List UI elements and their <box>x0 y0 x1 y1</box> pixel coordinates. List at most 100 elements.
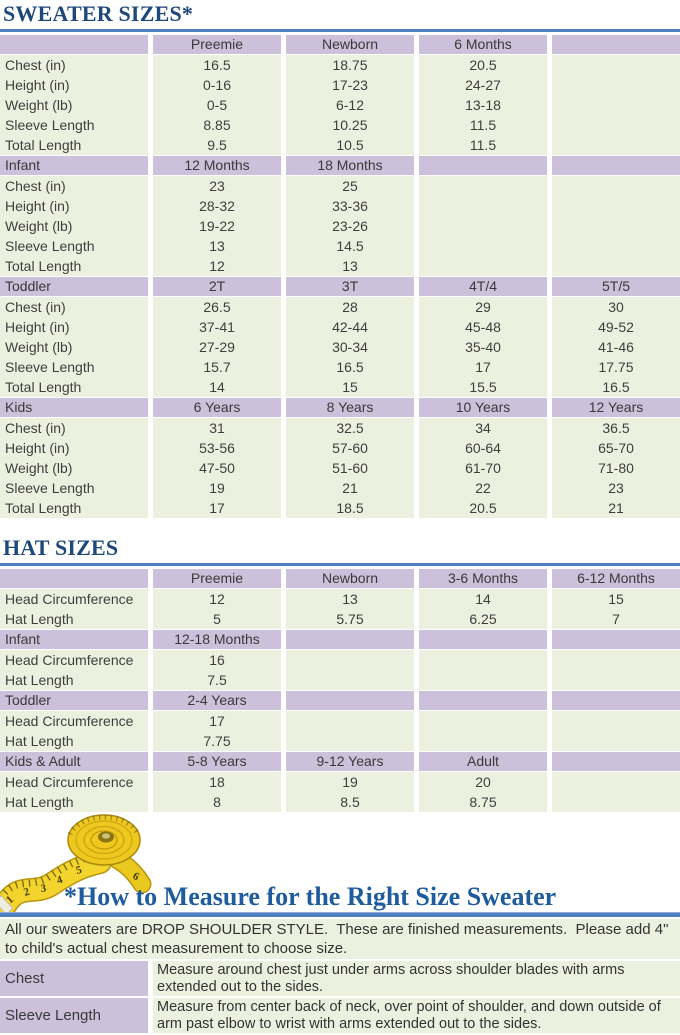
size-value-cell: 8.85 <box>153 115 281 135</box>
size-value-cell: 60-64 <box>419 438 547 458</box>
measurement-row: Head Circumference 12 13 14 15 <box>0 589 680 609</box>
size-value-cell: 14 <box>419 589 547 609</box>
size-value-cell <box>419 670 547 690</box>
size-value-cell <box>552 55 680 75</box>
section-header-row: Kids 6 Years 8 Years 10 Years 12 Years <box>0 398 680 417</box>
size-value-cell <box>286 731 414 751</box>
size-column-header-cell <box>419 691 547 710</box>
measure-intro-text: All our sweaters are DROP SHOULDER STYLE… <box>0 919 680 959</box>
size-column-header-cell: 3-6 Months <box>419 569 547 588</box>
row-label-cell: Sleeve Length <box>0 236 148 256</box>
size-column-header-cell: 9-12 Years <box>286 752 414 771</box>
size-value-cell: 10.25 <box>286 115 414 135</box>
size-value-cell: 21 <box>552 498 680 518</box>
row-label-cell: Chest (in) <box>0 418 148 438</box>
size-value-cell <box>552 196 680 216</box>
size-value-cell: 11.5 <box>419 115 547 135</box>
size-value-cell: 5 <box>153 609 281 629</box>
size-value-cell <box>286 650 414 670</box>
section-header-row: Preemie Newborn 6 Months <box>0 35 680 54</box>
size-value-cell <box>552 75 680 95</box>
size-value-cell: 12 <box>153 589 281 609</box>
size-value-cell: 16.5 <box>286 357 414 377</box>
row-label-cell: Head Circumference <box>0 711 148 731</box>
measurement-row: Head Circumference 18 19 20 <box>0 772 680 792</box>
size-value-cell: 15.7 <box>153 357 281 377</box>
measurement-row: Chest (in) 31 32.5 34 36.5 <box>0 418 680 438</box>
measurement-row: Sleeve Length 13 14.5 <box>0 236 680 256</box>
measurement-row: Height (in) 0-16 17-23 24-27 <box>0 75 680 95</box>
heading-divider <box>0 912 680 917</box>
row-label-cell: Hat Length <box>0 609 148 629</box>
size-value-cell: 17.75 <box>552 357 680 377</box>
size-value-cell <box>419 711 547 731</box>
size-value-cell: 41-46 <box>552 337 680 357</box>
hat-size-table: Preemie Newborn 3-6 Months 6-12 Months Head … <box>0 569 680 812</box>
size-value-cell: 20.5 <box>419 55 547 75</box>
size-value-cell: 51-60 <box>286 458 414 478</box>
size-column-header-cell: 6 Years <box>153 398 281 417</box>
size-value-cell: 53-56 <box>153 438 281 458</box>
size-column-header-cell: Preemie <box>153 569 281 588</box>
section-name-cell <box>0 569 148 588</box>
size-value-cell: 23 <box>552 478 680 498</box>
size-column-header-cell: Adult <box>419 752 547 771</box>
size-value-cell: 23-26 <box>286 216 414 236</box>
measure-row-text: Measure from center back of neck, over p… <box>153 998 680 1033</box>
size-value-cell: 8 <box>153 792 281 812</box>
size-value-cell: 17-23 <box>286 75 414 95</box>
size-column-header-cell: 5-8 Years <box>153 752 281 771</box>
size-column-header-cell: 12 Months <box>153 156 281 175</box>
measurement-row: Hat Length 5 5.75 6.25 7 <box>0 609 680 629</box>
row-label-cell: Total Length <box>0 135 148 155</box>
size-value-cell: 8.5 <box>286 792 414 812</box>
row-label-cell: Head Circumference <box>0 589 148 609</box>
section-name-cell: Infant <box>0 156 148 175</box>
row-label-cell: Sleeve Length <box>0 478 148 498</box>
measurement-row: Weight (lb) 19-22 23-26 <box>0 216 680 236</box>
section-header-row: Preemie Newborn 3-6 Months 6-12 Months <box>0 569 680 588</box>
section-header-row: Toddler 2T 3T 4T/4 5T/5 <box>0 277 680 296</box>
sweater-sizes-title: SWEATER SIZES* <box>3 1 194 26</box>
size-value-cell: 23 <box>153 176 281 196</box>
measurement-row: Total Length 14 15 15.5 16.5 <box>0 377 680 397</box>
svg-text:6: 6 <box>131 870 142 883</box>
size-value-cell: 13-18 <box>419 95 547 115</box>
row-label-cell: Head Circumference <box>0 772 148 792</box>
section-name-cell: Infant <box>0 630 148 649</box>
measurement-row: Weight (lb) 47-50 51-60 61-70 71-80 <box>0 458 680 478</box>
row-label-cell: Chest (in) <box>0 176 148 196</box>
size-value-cell: 47-50 <box>153 458 281 478</box>
size-column-header-cell: 18 Months <box>286 156 414 175</box>
size-value-cell: 16 <box>153 650 281 670</box>
size-value-cell <box>552 711 680 731</box>
section-header-row: Kids & Adult 5-8 Years 9-12 Years Adult <box>0 752 680 771</box>
svg-text:4: 4 <box>55 874 64 887</box>
row-label-cell: Hat Length <box>0 792 148 812</box>
size-value-cell: 65-70 <box>552 438 680 458</box>
size-value-cell: 17 <box>419 357 547 377</box>
size-value-cell <box>552 236 680 256</box>
size-value-cell: 20 <box>419 772 547 792</box>
size-value-cell: 21 <box>286 478 414 498</box>
svg-text:3: 3 <box>40 882 47 895</box>
measurement-row: Head Circumference 16 <box>0 650 680 670</box>
size-value-cell: 30 <box>552 297 680 317</box>
row-label-cell: Height (in) <box>0 196 148 216</box>
section-header-row: Infant 12 Months 18 Months <box>0 156 680 175</box>
size-column-header-cell: Newborn <box>286 35 414 54</box>
size-column-header-cell: 6-12 Months <box>552 569 680 588</box>
size-value-cell: 25 <box>286 176 414 196</box>
size-value-cell: 13 <box>286 589 414 609</box>
size-value-cell: 10.5 <box>286 135 414 155</box>
row-label-cell: Total Length <box>0 256 148 276</box>
measurement-row: Total Length 9.5 10.5 11.5 <box>0 135 680 155</box>
size-value-cell: 15.5 <box>419 377 547 397</box>
size-value-cell: 14.5 <box>286 236 414 256</box>
size-value-cell: 11.5 <box>419 135 547 155</box>
size-value-cell: 49-52 <box>552 317 680 337</box>
size-value-cell: 16.5 <box>153 55 281 75</box>
sweater-size-table: Preemie Newborn 6 Months Chest (in) 16.5 18.7… <box>0 35 680 518</box>
size-column-header-cell <box>552 691 680 710</box>
